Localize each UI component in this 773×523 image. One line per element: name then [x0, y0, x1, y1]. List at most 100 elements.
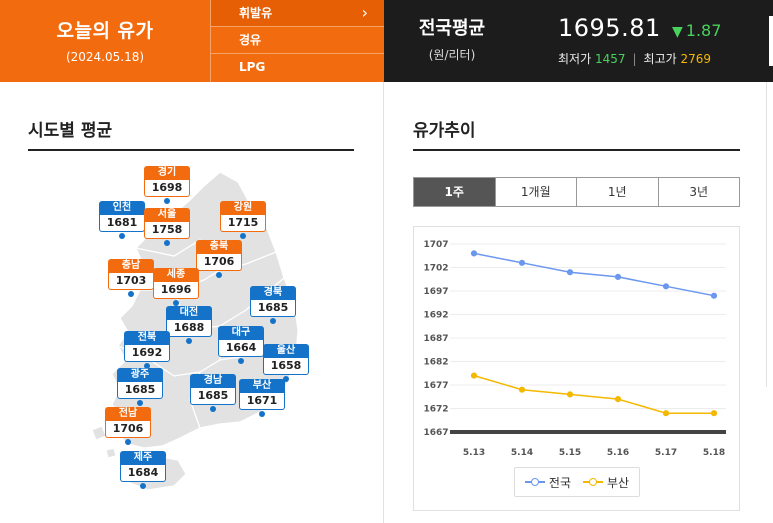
region-marker-icon — [137, 400, 143, 406]
region-name: 충남 — [108, 259, 154, 273]
region-value: 1658 — [263, 358, 309, 375]
data-point[interactable] — [470, 250, 478, 257]
change-value: 1.87 — [685, 21, 722, 40]
map-island — [105, 447, 117, 459]
trend-title-underline — [413, 149, 740, 151]
data-point[interactable] — [710, 292, 718, 299]
data-point[interactable] — [662, 410, 670, 417]
region-pin-chungbuk[interactable]: 충북 1706 — [196, 240, 242, 278]
region-pin-gyeonggi[interactable]: 경기 1698 — [144, 166, 190, 204]
trend-chart-panel: 1667 1672 1677 1682 1687 1692 1697 1702 1707 5.1… — [413, 226, 740, 511]
min-max-prices: 최저가 1457 | 최고가 2769 — [558, 50, 711, 67]
y-tick-label: 1707 — [423, 240, 448, 250]
region-pin-jeju[interactable]: 제주 1684 — [120, 451, 166, 489]
data-point[interactable] — [518, 386, 526, 393]
region-pin-sejong[interactable]: 세종 1696 — [153, 268, 199, 306]
region-value: 1698 — [144, 180, 190, 197]
region-pin-ulsan[interactable]: 울산 1658 — [263, 344, 309, 382]
data-point[interactable] — [614, 273, 622, 281]
legend-marker-icon — [524, 477, 545, 487]
y-tick-label: 1692 — [423, 311, 448, 321]
region-value: 1671 — [239, 393, 285, 410]
data-point[interactable] — [662, 283, 670, 290]
region-pin-busan[interactable]: 부산 1671 — [239, 379, 285, 417]
region-name: 부산 — [239, 379, 285, 393]
right-border — [766, 82, 767, 387]
region-marker-icon — [125, 439, 131, 445]
x-tick-label: 5.16 — [607, 448, 629, 458]
region-name: 울산 — [263, 344, 309, 358]
data-point[interactable] — [710, 410, 718, 417]
region-value: 1681 — [99, 215, 145, 232]
region-marker-icon — [119, 233, 125, 239]
y-tick-label: 1687 — [423, 334, 448, 344]
region-marker-icon — [164, 198, 170, 204]
region-marker-icon — [259, 411, 265, 417]
region-value: 1706 — [105, 421, 151, 438]
region-marker-icon — [240, 233, 246, 239]
trend-line-chart: 1667 1672 1677 1682 1687 1692 1697 1702 1707 5.1… — [423, 240, 726, 458]
region-pin-seoul[interactable]: 서울 1758 — [144, 208, 190, 246]
tab-1year[interactable]: 1년 — [576, 178, 658, 206]
data-point[interactable] — [470, 372, 478, 379]
fuel-tab-gasoline[interactable]: 휘발유 › — [211, 0, 384, 27]
region-name: 세종 — [153, 268, 199, 282]
region-pin-daejeon[interactable]: 대전 1688 — [166, 306, 212, 344]
x-tick-label: 5.14 — [511, 448, 533, 458]
region-marker-icon — [283, 376, 289, 382]
data-point[interactable] — [566, 269, 574, 276]
separator: | — [632, 52, 637, 66]
data-point[interactable] — [566, 391, 574, 398]
region-pin-incheon[interactable]: 인천 1681 — [99, 201, 145, 239]
fuel-tab-diesel[interactable]: 경유 — [211, 27, 384, 54]
region-pin-daegu[interactable]: 대구 1664 — [218, 326, 264, 364]
y-tick-label: 1672 — [423, 405, 448, 415]
region-pin-gyeongbuk[interactable]: 경북 1685 — [250, 286, 296, 324]
region-marker-icon — [140, 483, 146, 489]
region-marker-icon — [164, 240, 170, 246]
region-pin-gyeongnam[interactable]: 경남 1685 — [190, 374, 236, 412]
region-name: 경북 — [250, 286, 296, 300]
national-price: 1695.81 — [558, 14, 661, 42]
fuel-tab-label: 휘발유 — [239, 6, 273, 20]
region-name: 대전 — [166, 306, 212, 320]
region-value: 1685 — [117, 382, 163, 399]
fuel-tab-lpg[interactable]: LPG — [211, 54, 384, 81]
fuel-tab-label: LPG — [239, 60, 266, 74]
chart-legend: 전국 부산 — [514, 467, 640, 497]
region-pin-jeonbuk[interactable]: 전북 1692 — [124, 331, 170, 369]
legend-item-national[interactable]: 전국 — [524, 474, 571, 491]
region-pin-gwangju[interactable]: 광주 1685 — [117, 368, 163, 406]
region-value: 1706 — [196, 254, 242, 271]
data-point[interactable] — [614, 396, 622, 403]
national-label: 전국평균 — [418, 18, 486, 39]
panel-edge — [769, 16, 773, 66]
region-pin-chungnam[interactable]: 충남 1703 — [108, 259, 154, 297]
region-pin-jeonnam[interactable]: 전남 1706 — [105, 407, 151, 445]
fuel-tab-label: 경유 — [239, 33, 262, 47]
x-tick-label: 5.17 — [655, 448, 677, 458]
y-tick-label: 1677 — [423, 381, 448, 391]
region-name: 서울 — [144, 208, 190, 222]
region-name: 전남 — [105, 407, 151, 421]
tab-3year[interactable]: 3년 — [657, 178, 740, 206]
region-pin-gangwon[interactable]: 강원 1715 — [220, 201, 266, 239]
legend-item-busan[interactable]: 부산 — [583, 474, 629, 491]
today-date: (2024.05.18) — [65, 50, 145, 64]
series-line-national — [473, 252, 715, 297]
legend-label: 부산 — [607, 475, 630, 490]
tab-1week[interactable]: 1주 — [414, 178, 495, 206]
period-tabs: 1주 1개월 1년 3년 — [413, 177, 740, 207]
region-marker-icon — [186, 338, 192, 344]
x-tick-label: 5.13 — [463, 448, 485, 458]
region-marker-icon — [216, 272, 222, 278]
tab-1month[interactable]: 1개월 — [494, 178, 577, 206]
region-name: 제주 — [120, 451, 166, 465]
national-change: ▼ 1.87 — [672, 21, 721, 40]
top-bar: 오늘의 유가 (2024.05.18) 휘발유 › 경유 LPG 전국평균 (원… — [0, 0, 773, 82]
region-value: 1758 — [144, 222, 190, 239]
data-point[interactable] — [518, 259, 526, 266]
x-tick-label: 5.15 — [559, 448, 581, 458]
national-label-block: 전국평균 (원/리터) — [402, 14, 502, 63]
max-value: 2769 — [680, 52, 712, 66]
